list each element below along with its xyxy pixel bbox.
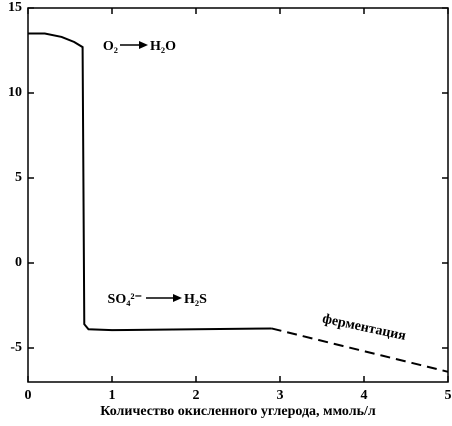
annotation-product: H₂S bbox=[184, 292, 207, 307]
annotation-product: H₂O bbox=[150, 39, 176, 54]
x-tick-label: 2 bbox=[193, 388, 200, 403]
annotation-text: ферментация bbox=[321, 312, 408, 344]
x-tick-label: 0 bbox=[25, 388, 32, 403]
x-tick-label: 1 bbox=[109, 388, 116, 403]
y-tick-label: -5 bbox=[10, 340, 22, 355]
arrow-head bbox=[173, 294, 182, 302]
plot-frame bbox=[27, 7, 449, 383]
annotation-reactant: SO₄²⁻ bbox=[108, 292, 142, 307]
y-tick-label: 0 bbox=[15, 255, 22, 270]
annotation-reactant: O₂ bbox=[103, 39, 118, 54]
x-tick-label: 3 bbox=[277, 388, 284, 403]
y-tick-label: 5 bbox=[15, 170, 22, 185]
arrow-head bbox=[139, 41, 148, 49]
line-series bbox=[28, 32, 272, 332]
x-tick-label: 5 bbox=[445, 388, 452, 403]
x-axis-label: Количество окисленного углерода, ммоль/л bbox=[100, 404, 376, 419]
y-tick-label: 15 bbox=[8, 0, 22, 15]
y-tick-label: 10 bbox=[8, 85, 22, 100]
line-series bbox=[271, 327, 449, 373]
x-tick-label: 4 bbox=[361, 388, 368, 403]
